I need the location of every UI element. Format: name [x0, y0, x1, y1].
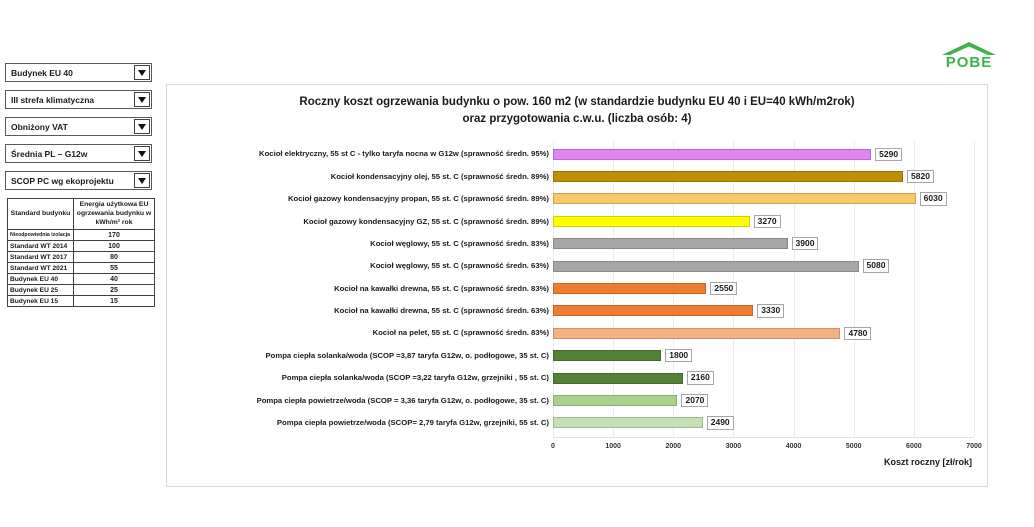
x-tick: 7000	[966, 443, 982, 450]
table-row: Budynek EU 40 40	[7, 273, 155, 286]
table-row: Standard WT 2021 55	[7, 262, 155, 275]
table-row: Standard WT 2017 80	[7, 251, 155, 264]
bar-row: Kocioł na kawałki drewna, 55 st. C (spra…	[169, 277, 974, 299]
dropdown-building-standard[interactable]: Budynek EU 40	[5, 63, 152, 82]
bar	[553, 238, 788, 250]
chevron-down-icon[interactable]	[134, 173, 150, 188]
value-label: 5080	[862, 259, 890, 273]
chart-title-line1: Roczny koszt ogrzewania budynku o pow. 1…	[299, 96, 855, 108]
category-label: Kocioł kondensacyjny olej, 55 st. C (spr…	[330, 171, 549, 181]
table-row: Budynek EU 25 25	[7, 284, 155, 297]
house-roof-icon	[942, 42, 996, 55]
value-label: 2070	[681, 393, 709, 408]
value-label: 5820	[907, 169, 934, 184]
header-energy: Energia użytkowa EU ogrzewania budynku w…	[73, 197, 155, 231]
dropdown-tariff-value: Średnia PL – G12w	[11, 148, 88, 159]
x-tick: 3000	[725, 443, 742, 450]
dropdown-climate-zone[interactable]: III strefa klimatyczna	[5, 90, 152, 109]
value-label: 2550	[710, 281, 738, 296]
category-label: Kocioł na kawałki drewna, 55 st. C (spra…	[334, 283, 549, 293]
category-label: Kocioł gazowy kondensacyjny propan, 55 s…	[287, 194, 549, 204]
bar	[553, 193, 916, 205]
value-label: 2490	[706, 416, 734, 430]
bar-row: Kocioł elektryczny, 55 st C - tylko tary…	[169, 143, 974, 165]
category-label: Kocioł węglowy, 55 st. C (sprawność śred…	[370, 238, 549, 248]
bar-row: Kocioł gazowy kondensacyjny GZ, 55 st. C…	[169, 210, 974, 232]
category-label: Kocioł gazowy kondensacyjny GZ, 55 st. C…	[303, 216, 549, 226]
category-label: Pompa ciepła solanka/woda (SCOP =3,22 ta…	[281, 373, 549, 383]
bar	[553, 283, 707, 295]
value-label: 3330	[757, 304, 785, 318]
x-tick: 5000	[845, 443, 862, 450]
category-label: Pompa ciepła powietrze/woda (SCOP = 3,36…	[256, 395, 549, 405]
dropdown-building-standard-value: Budynek EU 40	[11, 67, 73, 78]
bar-row: Pompa ciepła solanka/woda (SCOP =3,87 ta…	[169, 345, 974, 367]
x-tick: 6000	[906, 443, 922, 450]
chart-title-line2: oraz przygotowania c.w.u. (liczba osób: …	[462, 113, 692, 125]
dropdown-scop-source[interactable]: SCOP PC wg ekoprojektu	[5, 171, 152, 190]
value-label: 3270	[753, 214, 781, 229]
value-label: 2160	[686, 371, 714, 385]
bar-row: Kocioł węglowy, 55 st. C (sprawność śred…	[169, 255, 974, 277]
value-label: 1800	[665, 349, 693, 363]
bar-row: Kocioł kondensacyjny olej, 55 st. C (spr…	[169, 165, 974, 187]
bar	[553, 260, 859, 272]
bar-row: Kocioł gazowy kondensacyjny propan, 55 s…	[169, 188, 974, 210]
dropdown-vat-value: Obniżony VAT	[11, 121, 68, 132]
bar	[553, 305, 754, 317]
bar-row: Pompa ciepła solanka/woda (SCOP =3,22 ta…	[169, 367, 974, 389]
bar-row: Pompa ciepła powietrze/woda (SCOP = 3,36…	[169, 389, 974, 411]
category-label: Kocioł elektryczny, 55 st C - tylko tary…	[259, 149, 549, 159]
bar-row: Kocioł na pelet, 55 st. C (sprawność śre…	[169, 322, 974, 344]
category-label: Kocioł na kawałki drewna, 55 st. C (spra…	[334, 306, 549, 316]
bar-row: Pompa ciepła powietrze/woda (SCOP= 2,79 …	[169, 412, 974, 434]
bar	[553, 215, 750, 227]
pobe-logo: POBE	[936, 40, 1002, 71]
bar	[553, 372, 683, 384]
bar	[553, 394, 678, 406]
dropdown-scop-source-value: SCOP PC wg ekoprojektu	[11, 175, 114, 186]
category-label: Pompa ciepła solanka/woda (SCOP =3,87 ta…	[265, 350, 549, 360]
chevron-down-icon[interactable]	[134, 92, 150, 107]
x-tick: 1000	[605, 443, 621, 450]
category-label: Kocioł na pelet, 55 st. C (sprawność śre…	[372, 328, 549, 338]
category-label: Kocioł węglowy, 55 st. C (sprawność śred…	[370, 261, 549, 271]
chevron-down-icon[interactable]	[134, 146, 150, 161]
dropdown-vat[interactable]: Obniżony VAT	[5, 117, 152, 136]
header-standard: Standard budynku	[7, 197, 74, 231]
dropdown-climate-zone-value: III strefa klimatyczna	[11, 94, 95, 105]
table-row: Standard WT 2014 100	[7, 240, 155, 253]
bar	[553, 171, 904, 183]
x-tick: 0	[551, 443, 555, 450]
value-label: 6030	[919, 192, 947, 206]
x-tick: 2000	[665, 443, 682, 450]
x-tick: 4000	[785, 443, 802, 450]
bar	[553, 350, 662, 362]
table-row: Budynek EU 15 15	[7, 295, 155, 308]
x-axis-title: Koszt roczny [zł/rok]	[883, 457, 972, 467]
value-label: 3900	[791, 237, 819, 251]
dropdown-tariff[interactable]: Średnia PL – G12w	[5, 144, 152, 163]
bar-row: Kocioł na kawałki drewna, 55 st. C (spra…	[169, 300, 974, 322]
table-header-row: Standard budynku Energia użytkowa EU ogr…	[7, 197, 155, 231]
x-axis-ticks: 0 1000 2000 3000 4000 5000 6000 7000	[551, 443, 982, 453]
value-label: 5290	[875, 147, 903, 161]
bar-rows: Kocioł elektryczny, 55 st C - tylko tary…	[169, 143, 974, 434]
chevron-down-icon[interactable]	[134, 119, 150, 134]
pobe-logo-text: POBE	[945, 54, 993, 71]
standards-table: Standard budynku Energia użytkowa EU ogr…	[7, 197, 155, 308]
bar	[553, 417, 703, 429]
bar-row: Kocioł węglowy, 55 st. C (sprawność śred…	[169, 233, 974, 255]
table-row: Nieodpowiednia izolacja 170	[7, 229, 155, 242]
category-label: Pompa ciepła powietrze/woda (SCOP= 2,79 …	[276, 418, 549, 428]
bar	[553, 148, 872, 160]
value-label: 4780	[844, 326, 872, 340]
heating-cost-chart: Roczny koszt ogrzewania budynku o pow. 1…	[166, 84, 988, 487]
bar	[553, 327, 841, 339]
control-panel: Budynek EU 40 III strefa klimatyczna Obn…	[5, 63, 152, 190]
chevron-down-icon[interactable]	[134, 65, 150, 80]
chart-title: Roczny koszt ogrzewania budynku o pow. 1…	[167, 94, 987, 128]
